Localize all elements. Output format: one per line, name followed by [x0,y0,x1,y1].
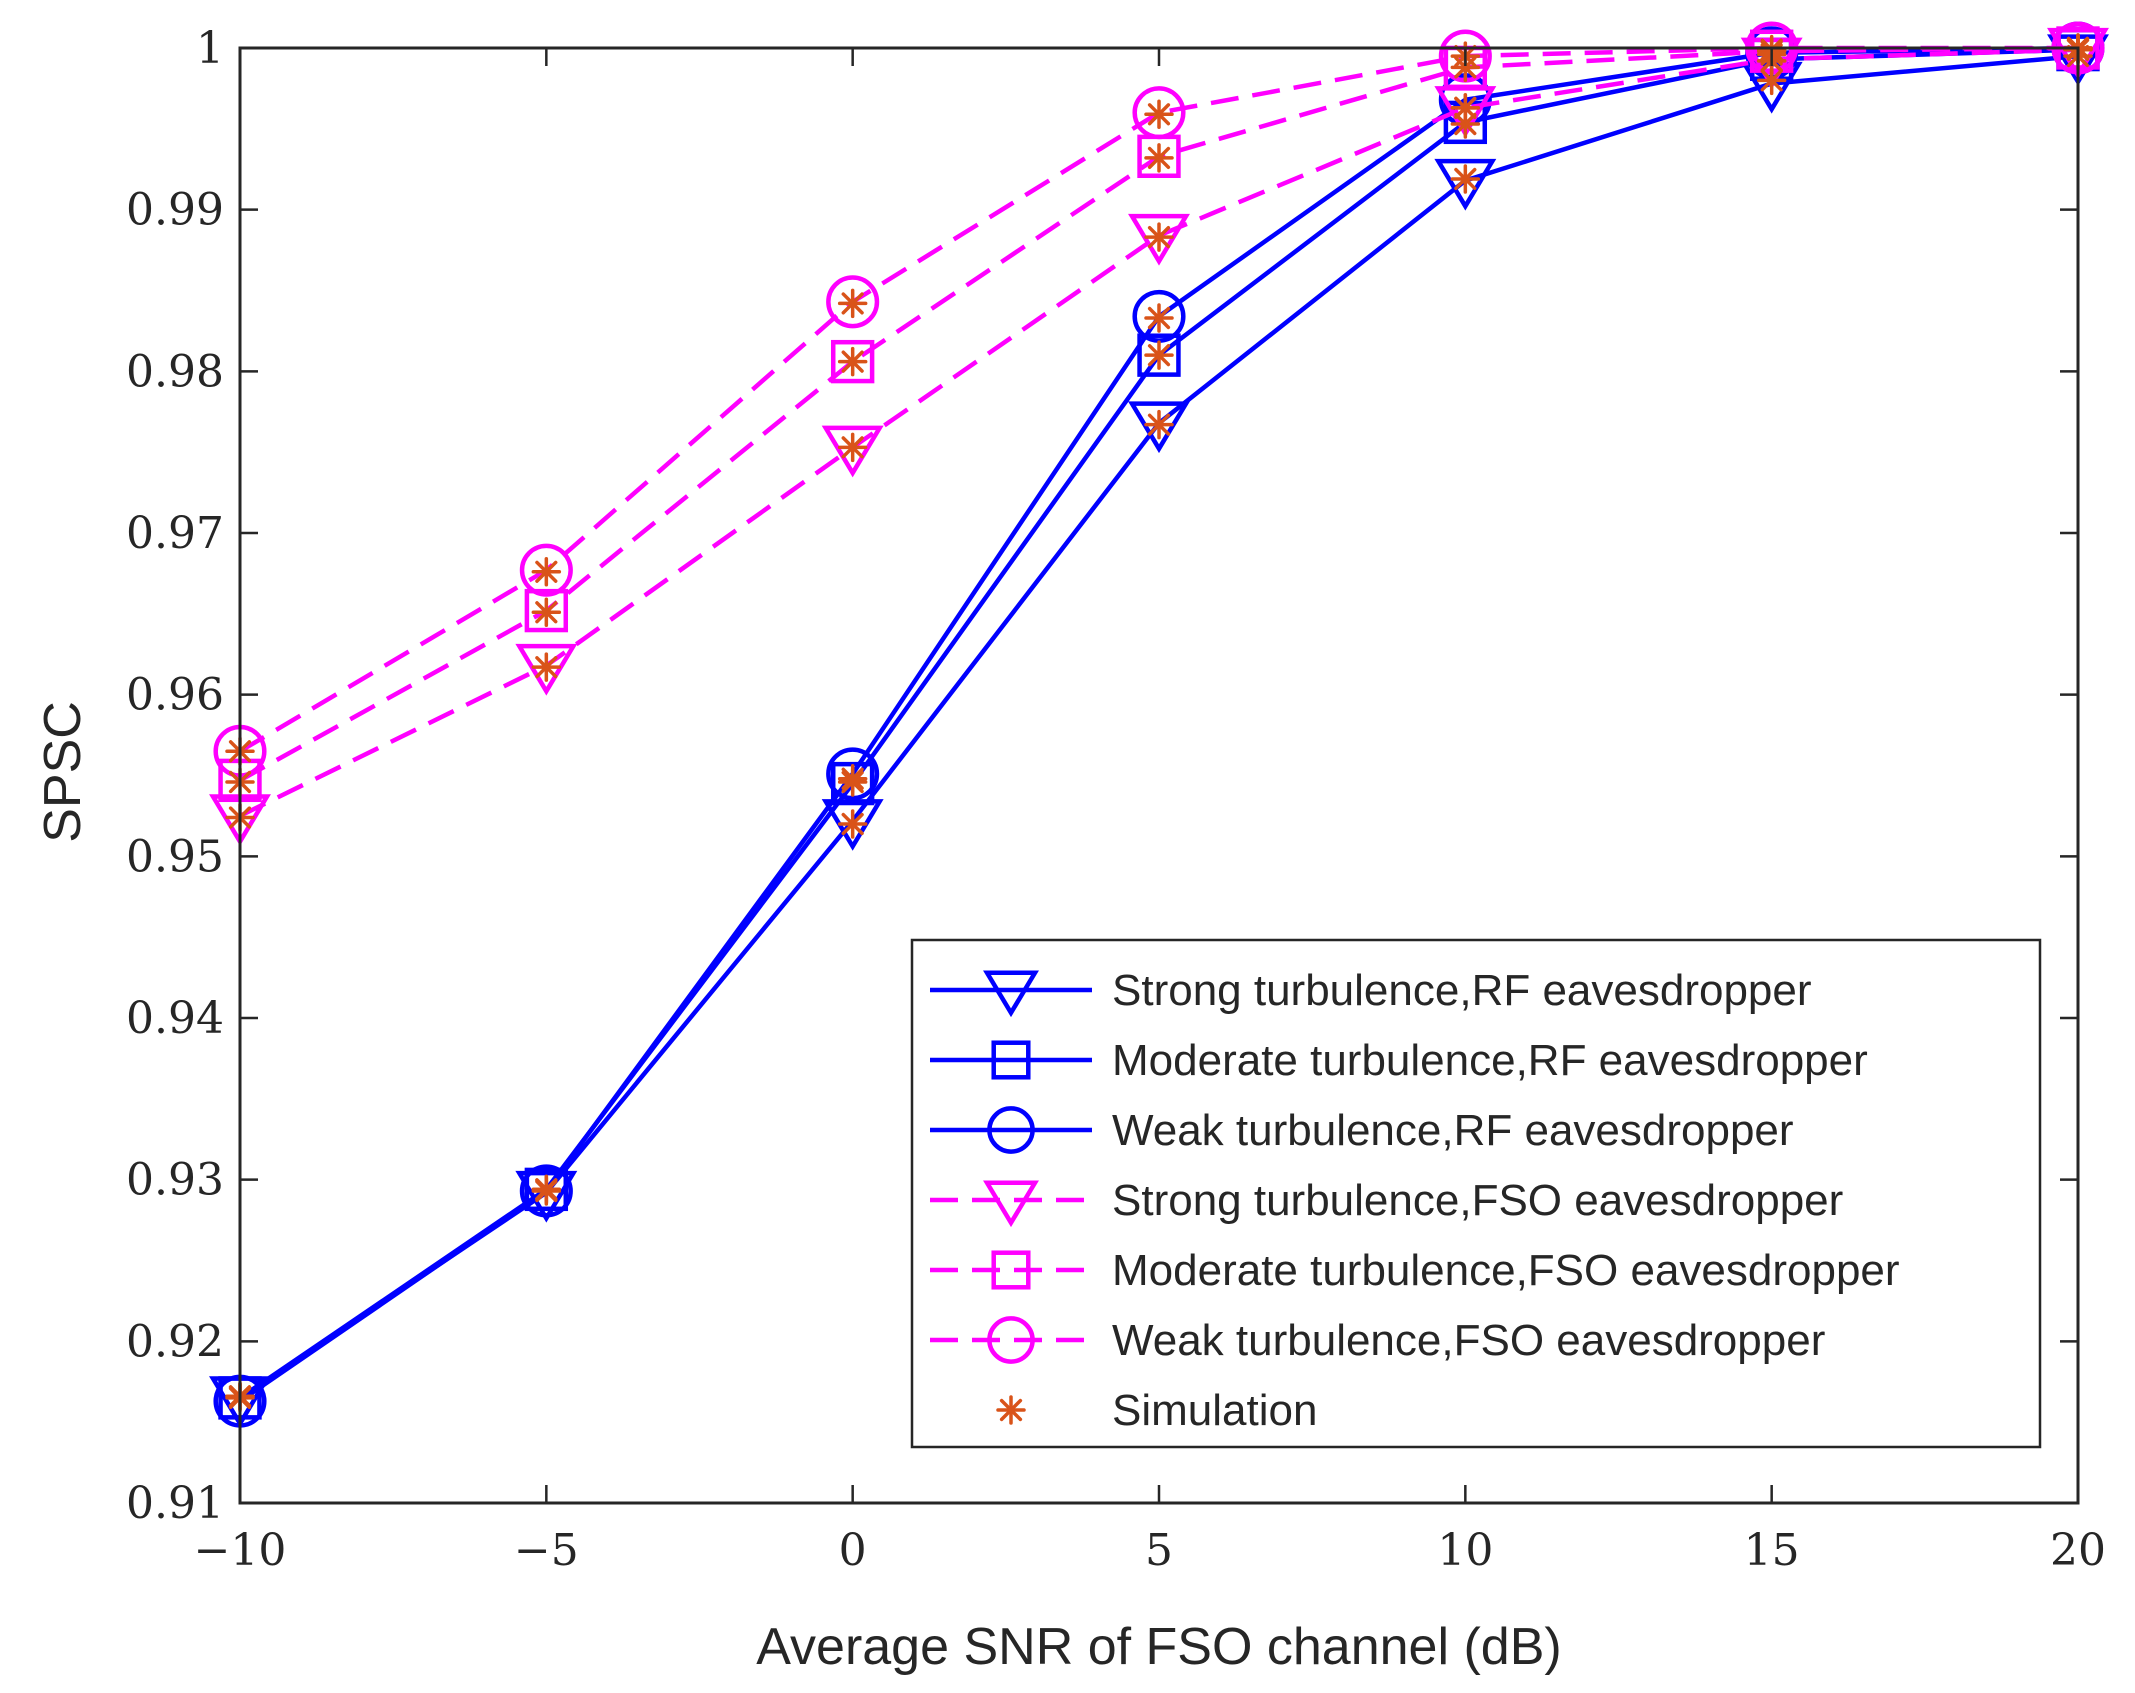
asterisk-stroke [841,292,864,315]
x-tick-label: −10 [194,1525,287,1576]
y-tick-label: 0.99 [126,185,224,236]
legend-marker [983,1180,1039,1228]
simulation-point [837,346,868,377]
asterisk-stroke [1454,112,1477,136]
legend-label: Moderate turbulence,RF eavesdropper [1112,1036,1868,1085]
data-point [519,543,573,597]
simulation-point [531,557,562,587]
legend-item: Simulation [996,1386,1317,1435]
legend: Strong turbulence,RF eavesdropper Moderat… [910,938,2042,1449]
simulation-point [1144,222,1174,252]
asterisk-stroke [535,601,558,624]
x-tick-label: 20 [2050,1525,2106,1576]
legend-item: Weak turbulence,RF eavesdropper [930,1106,1794,1155]
y-tick-label: 0.98 [126,346,224,397]
data-point [826,275,880,329]
legend-marker [996,1395,1026,1425]
legend-marker [991,1040,1031,1080]
asterisk-stroke [1147,103,1171,126]
simulation-point [1144,99,1174,130]
y-tick-label: 0.93 [126,1155,224,1206]
asterisk-stroke [535,656,558,679]
data-point [519,1164,573,1218]
y-tick-label: 1 [196,23,224,74]
x-tick-label: 10 [1437,1525,1493,1576]
data-point [1137,333,1181,377]
x-tick-label: 5 [1145,1525,1173,1576]
asterisk-stroke [1147,146,1171,170]
asterisk-stroke [1147,226,1171,249]
y-tick-label: 0.91 [126,1478,224,1529]
simulation-point [1144,409,1174,440]
simulation-point [531,597,562,627]
asterisk-stroke [1147,413,1171,436]
asterisk-stroke [1454,167,1477,191]
data-point [1132,86,1186,140]
y-tick-label: 0.97 [126,508,224,559]
legend-label: Strong turbulence,FSO eavesdropper [1112,1176,1843,1225]
data-point [826,747,880,801]
simulation-point [1144,303,1174,333]
simulation-point [1144,143,1174,173]
data-point [821,425,884,478]
asterisk-stroke [1147,344,1171,367]
asterisk-stroke [535,560,558,583]
x-tick-label: 0 [839,1525,867,1576]
data-point [515,1170,578,1223]
simulation-point [837,288,868,319]
y-tick-label: 0.92 [126,1316,224,1367]
y-tick-label: 0.96 [126,670,224,721]
simulation-point [1450,164,1481,194]
x-axis-label: Average SNR of FSO channel (dB) [756,1618,1561,1676]
asterisk-stroke [1760,69,1783,92]
simulation-point [837,763,868,794]
asterisk-stroke [841,436,864,459]
legend-label: Moderate turbulence,FSO eavesdropper [1112,1246,1900,1295]
simulation-point [1144,340,1174,370]
simulation-point [1450,93,1481,123]
simulation-point [531,652,562,682]
data-point [524,588,569,633]
x-tick-label: 15 [1744,1525,1800,1576]
asterisk-stroke [841,812,864,836]
asterisk-stroke [841,350,864,373]
data-point [1434,158,1497,211]
legend-label: Weak turbulence,FSO eavesdropper [1112,1316,1825,1365]
legend-item: Moderate turbulence,RF eavesdropper [930,1036,1868,1085]
simulation-point [531,1174,562,1205]
asterisk-stroke [999,1398,1023,1422]
simulation-point [837,809,868,839]
simulation-point [1450,109,1481,139]
legend-item: Strong turbulence,RF eavesdropper [930,966,1812,1018]
y-tick-label: 0.94 [126,993,224,1044]
legend-marker [987,1316,1035,1364]
simulation-point [837,432,868,463]
asterisk-stroke [1147,306,1171,330]
legend-item: Moderate turbulence,FSO eavesdropper [930,1246,1900,1295]
asterisk-stroke [1454,96,1477,119]
legend-marker [983,970,1039,1018]
axes-layer [238,46,2080,1505]
legend-label: Strong turbulence,RF eavesdropper [1112,966,1812,1015]
data-point [524,1167,569,1212]
legend-label: Simulation [1112,1386,1317,1435]
legend-item: Weak turbulence,FSO eavesdropper [930,1316,1825,1365]
x-tick-label: −5 [514,1525,579,1576]
legend-marker [991,1250,1031,1290]
asterisk-stroke [841,767,864,790]
legend-box [910,938,2042,1449]
legend-marker [987,1106,1035,1154]
legend-label: Weak turbulence,RF eavesdropper [1112,1106,1794,1155]
legend-item: Strong turbulence,FSO eavesdropper [930,1176,1843,1228]
data-point [830,339,875,384]
y-axis-label: SPSC [34,701,92,843]
tick-labels: −10 −5 0 5 10 15 20 0.91 0.92 0.93 0.94 0.95 0.96 0.9… [126,23,2106,1576]
asterisk-stroke [535,1178,558,1201]
y-tick-label: 0.95 [126,831,224,882]
